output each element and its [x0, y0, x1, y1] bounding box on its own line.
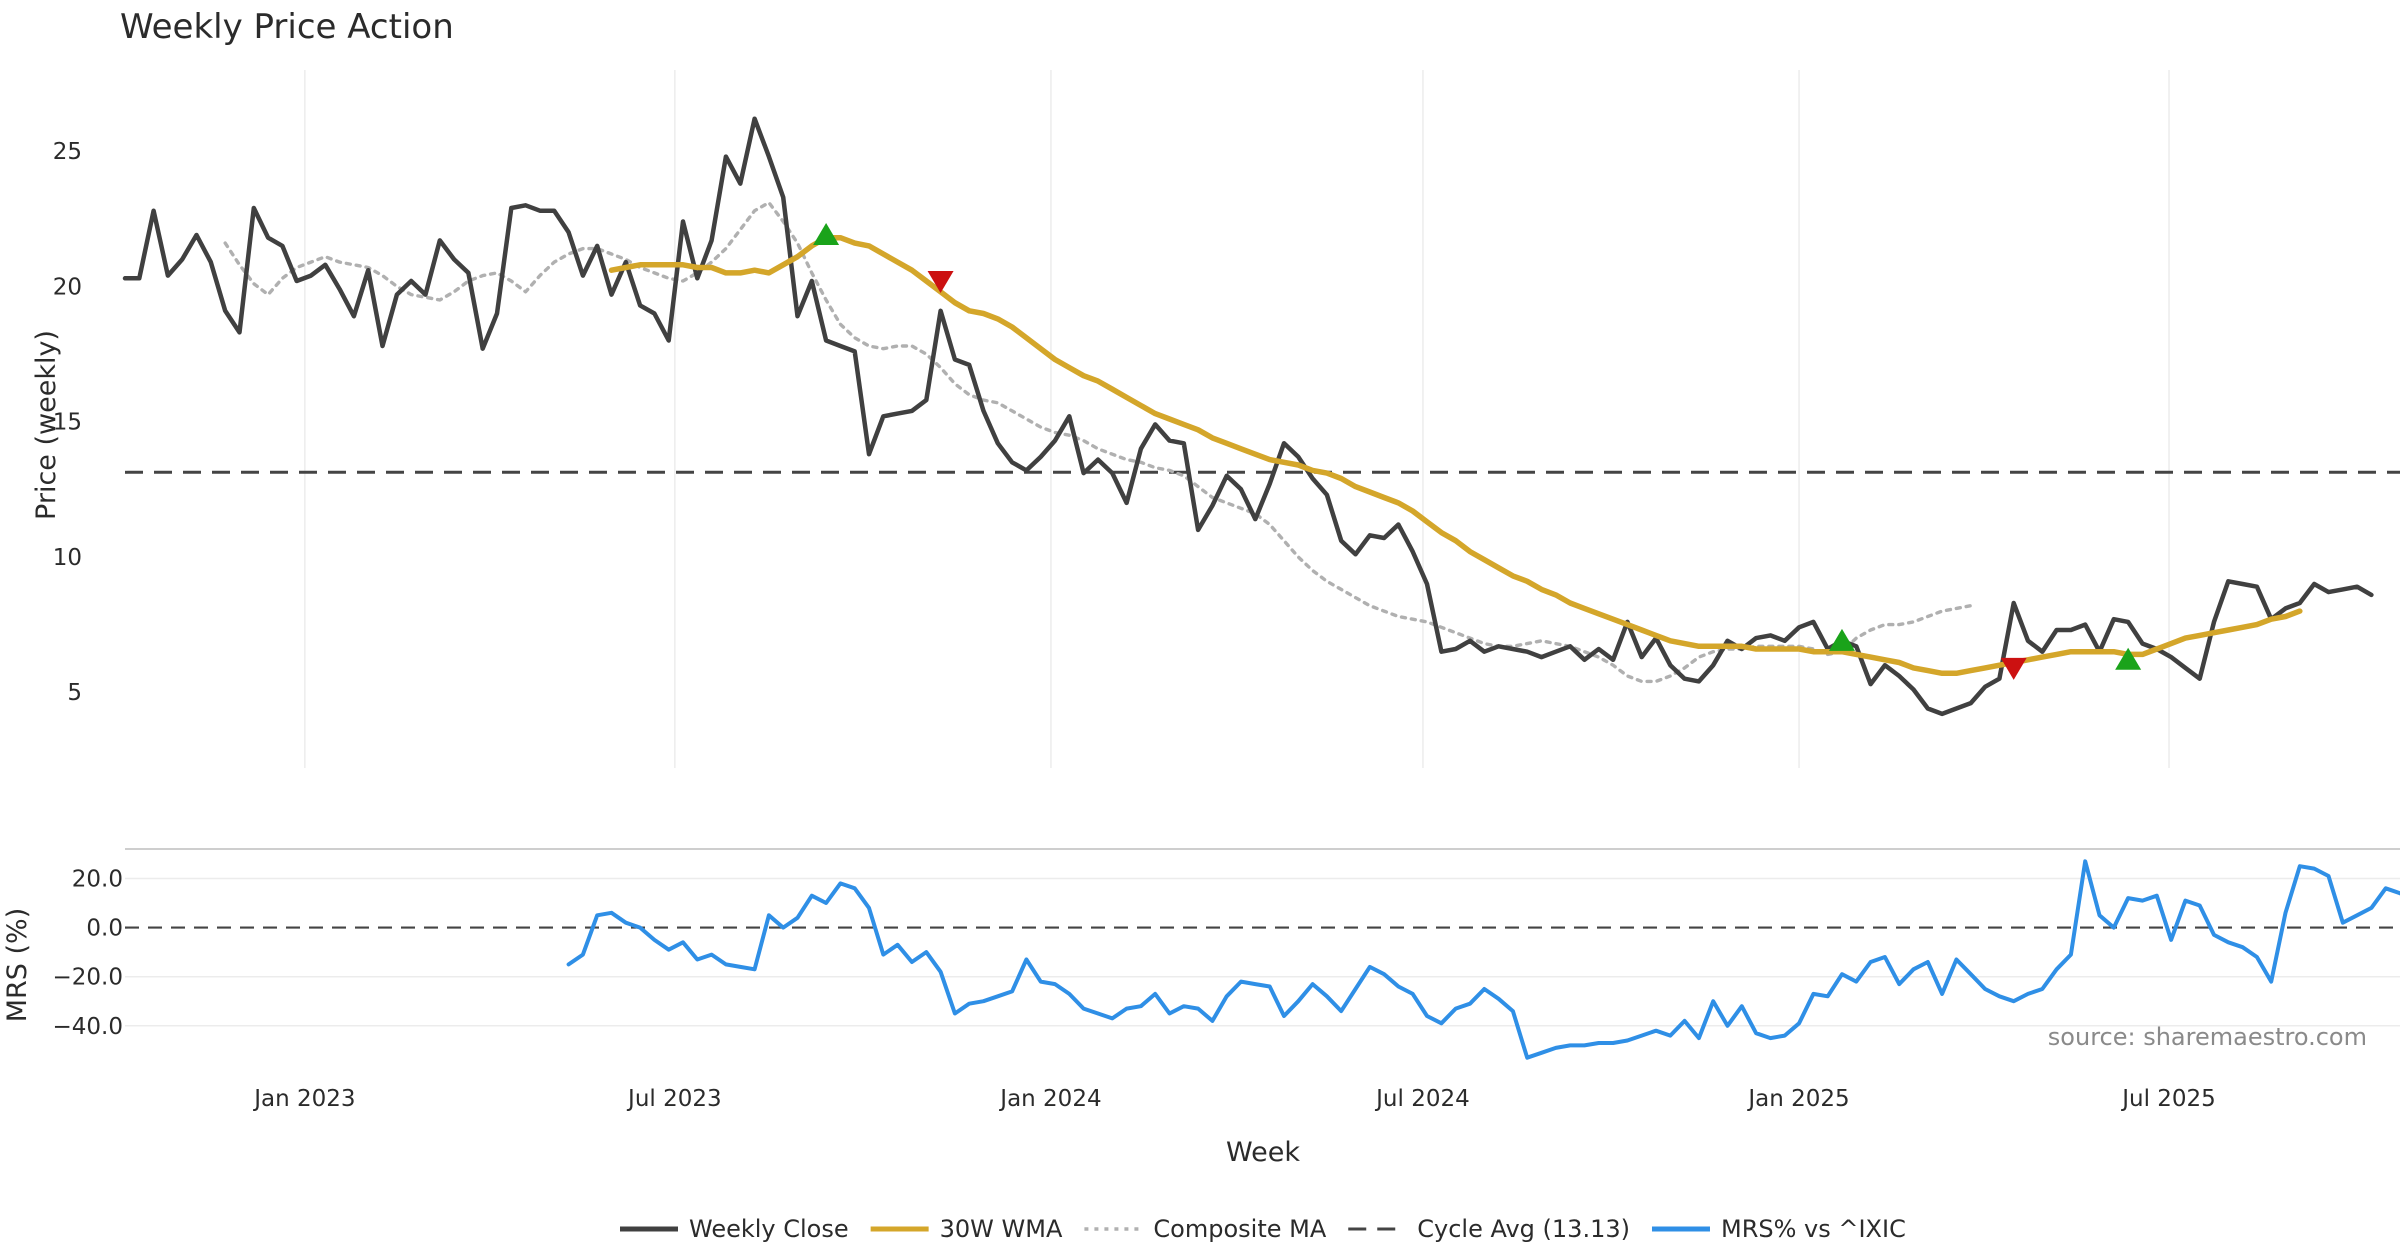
series-line-30w-wma	[608, 234, 2303, 677]
x-tick-label: Jul 2024	[1374, 1086, 1470, 1112]
buy-signal-marker	[2115, 647, 2142, 670]
x-axis-label: Week	[1226, 1137, 1300, 1168]
price-y-tick-label: 25	[53, 139, 82, 165]
mrs-y-tick-label: −20.0	[53, 965, 123, 991]
series-line-composite-ma	[223, 200, 1973, 684]
price-y-tick-label: 20	[53, 274, 82, 300]
series-line-weekly-close	[122, 116, 2374, 717]
chart-title: Weekly Price Action	[120, 7, 454, 47]
x-ticks: Jan 2023 Jul 2023 Jan 2024 Jul 2024 Jan 2025…	[252, 1086, 2216, 1112]
mrs-lines	[566, 859, 2400, 1060]
price-lines	[122, 116, 2400, 717]
x-tick-label: Jul 2023	[626, 1086, 722, 1112]
legend-label: Cycle Avg (13.13)	[1417, 1215, 1630, 1243]
legend-label: Composite MA	[1153, 1215, 1326, 1243]
legend: Weekly Close 30W WMA Composite MA Cycle Avg…	[620, 1215, 1906, 1243]
x-tick-label: Jul 2025	[2120, 1086, 2216, 1112]
mrs-y-axis-label: MRS (%)	[2, 908, 33, 1023]
buy-signal-marker	[813, 223, 840, 246]
x-tick-label: Jan 2025	[1746, 1086, 1849, 1112]
series-line-mrs-vs-ixic	[566, 859, 2400, 1060]
signal-markers	[813, 223, 2142, 680]
sell-signal-marker	[2000, 657, 2027, 680]
price-y-ticks: 5 10 15 20 25	[53, 139, 82, 706]
source-note: source: sharemaestro.com	[2048, 1023, 2367, 1051]
mrs-y-tick-label: 0.0	[86, 916, 123, 942]
price-y-tick-label: 10	[53, 545, 82, 571]
price-y-axis-label: Price (weekly)	[31, 330, 62, 520]
mrs-grid	[125, 877, 2400, 1027]
price-grid	[304, 70, 2170, 768]
mrs-y-ticks: 20.0 0.0 −20.0 −40.0	[53, 866, 123, 1039]
mrs-y-tick-label: −40.0	[53, 1014, 123, 1040]
price-y-tick-label: 15	[53, 410, 82, 436]
buy-signal-marker	[1828, 628, 1855, 651]
price-y-tick-label: 5	[67, 680, 82, 706]
x-tick-label: Jan 2023	[252, 1086, 355, 1112]
x-tick-label: Jan 2024	[998, 1086, 1101, 1112]
sell-signal-marker	[927, 271, 954, 294]
legend-label: Weekly Close	[689, 1215, 849, 1243]
legend-label: MRS% vs ^IXIC	[1721, 1215, 1906, 1243]
mrs-y-tick-label: 20.0	[72, 866, 123, 892]
legend-label: 30W WMA	[940, 1215, 1063, 1243]
